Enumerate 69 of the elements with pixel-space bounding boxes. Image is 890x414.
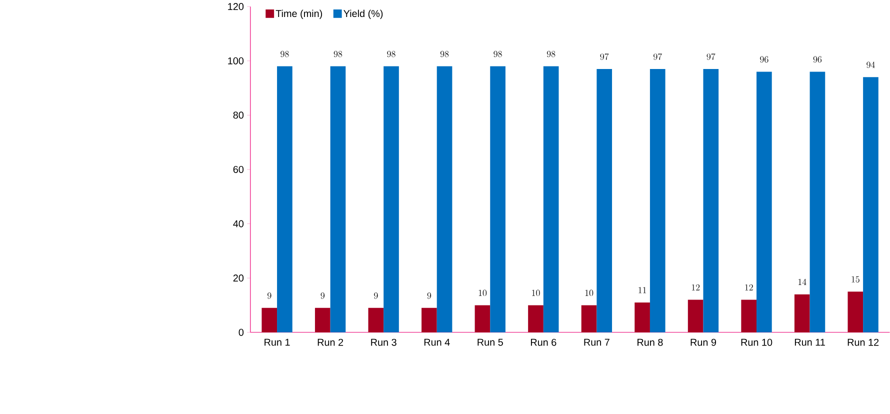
legend-label: Time (min) — [276, 10, 322, 20]
bar — [596, 69, 612, 332]
bar — [863, 77, 878, 332]
bar — [794, 294, 810, 332]
y-tick-label: 0 — [238, 328, 244, 336]
bar — [262, 308, 278, 332]
bar — [741, 300, 757, 332]
data-label: 15 — [852, 276, 860, 283]
x-tick-label: Run 9 — [690, 338, 716, 346]
bar — [314, 308, 330, 332]
x-tick-label: Run 2 — [318, 338, 344, 346]
bar — [384, 66, 399, 332]
bar — [368, 308, 384, 332]
data-label: 96 — [813, 56, 822, 63]
bar — [756, 72, 772, 332]
x-tick-label: Run 4 — [424, 338, 450, 346]
bar — [543, 66, 559, 332]
data-label: 12 — [745, 284, 753, 291]
data-label: 9 — [267, 292, 272, 299]
bar — [474, 305, 490, 332]
data-label: 98 — [334, 50, 342, 58]
data-label: 98 — [387, 50, 396, 58]
x-tick-label: Run 6 — [530, 338, 556, 346]
bar — [688, 300, 704, 332]
bar — [634, 302, 650, 332]
x-tick-label: Run 1 — [264, 338, 290, 346]
data-label: 11 — [638, 287, 646, 294]
y-tick-label: 60 — [233, 166, 244, 174]
bar — [528, 305, 544, 332]
data-label: 9 — [374, 292, 378, 299]
bar — [581, 305, 597, 332]
data-label: 9 — [320, 292, 325, 299]
bar — [436, 66, 452, 332]
bar — [848, 292, 864, 332]
y-tick-label: 40 — [233, 220, 244, 228]
bar — [810, 72, 826, 332]
data-label: 14 — [798, 278, 806, 286]
bar — [277, 66, 292, 332]
x-tick-label: Run 7 — [584, 338, 610, 346]
y-tick-label: 120 — [228, 3, 244, 10]
bar — [490, 66, 506, 332]
data-label: 96 — [760, 56, 768, 63]
data-label: 12 — [692, 284, 700, 291]
legend-label: Yield (%) — [344, 10, 383, 20]
data-label: 10 — [478, 290, 487, 296]
x-tick-label: Run 8 — [638, 338, 663, 346]
y-tick-label: 20 — [233, 274, 244, 282]
data-label: 98 — [440, 50, 449, 58]
x-tick-label: Run 3 — [371, 338, 396, 346]
data-label: 9 — [427, 292, 432, 299]
data-label: 98 — [280, 50, 289, 58]
data-label: 94 — [866, 62, 875, 68]
bar — [650, 69, 666, 332]
x-tick-label: Run 10 — [741, 338, 772, 346]
data-label: 97 — [600, 54, 609, 60]
data-label: 98 — [546, 50, 556, 58]
x-tick-label: Run 5 — [478, 338, 503, 346]
x-tick-label: Run 11 — [794, 338, 825, 346]
bar — [330, 66, 346, 332]
data-label: 97 — [706, 54, 716, 60]
y-tick-label: 100 — [228, 57, 244, 64]
data-label: 10 — [585, 290, 594, 296]
x-tick-label: Run 12 — [848, 338, 879, 346]
data-label: 10 — [532, 290, 540, 296]
data-label: 98 — [494, 50, 502, 58]
bar — [422, 308, 437, 332]
data-label: 97 — [654, 54, 662, 60]
y-tick-label: 80 — [233, 112, 244, 119]
bar — [703, 69, 719, 332]
